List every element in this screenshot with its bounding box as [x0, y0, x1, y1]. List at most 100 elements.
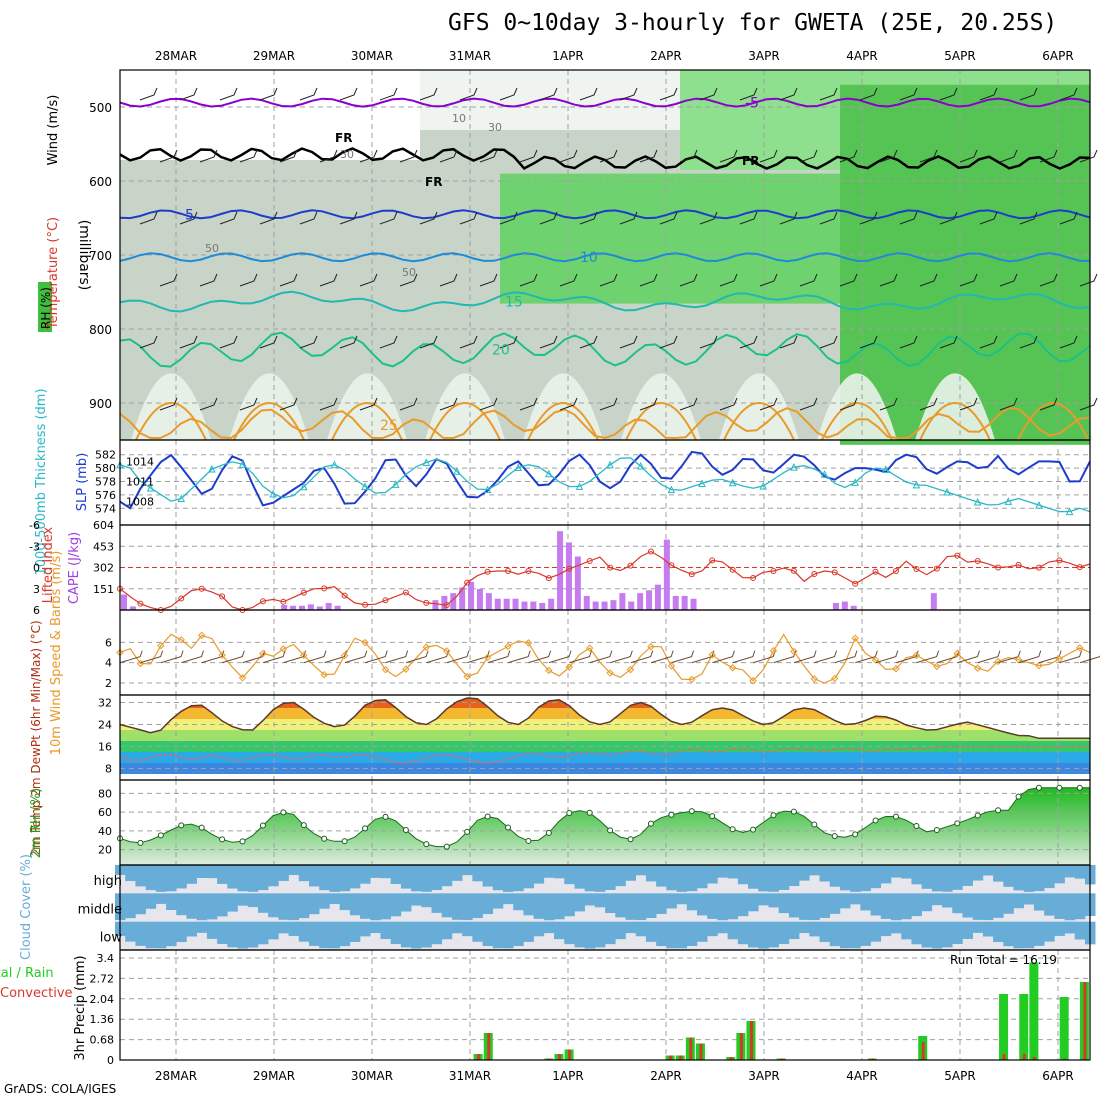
- wind-barb: [259, 87, 278, 101]
- surface-wind-barb: [528, 650, 552, 664]
- surface-wind-barb: [834, 650, 858, 664]
- rh-low-bump: [425, 373, 505, 440]
- cloud-bar: [768, 921, 779, 948]
- surface-wind-barb: [1059, 650, 1083, 664]
- thickness-point: [330, 460, 339, 469]
- isotherm-25-bump: [1017, 402, 1089, 441]
- surface-wind-barb: [283, 650, 307, 664]
- date-label-bottom: 30MAR: [351, 1069, 393, 1083]
- cloud-bar: [788, 893, 800, 918]
- li-point: [1035, 564, 1042, 571]
- cloud-bar: [666, 921, 677, 949]
- wind-barb: [299, 87, 318, 101]
- cape-bar: [637, 593, 644, 610]
- rh-legend-label: RH (%): [39, 287, 53, 329]
- cloud-bar: [1044, 865, 1055, 889]
- cloud-bar: [492, 921, 504, 949]
- wind-barb: [639, 397, 658, 411]
- cloud-bar: [860, 893, 871, 911]
- cloud-bar: [574, 893, 585, 912]
- cloud-bar: [676, 865, 688, 892]
- cloud-bar: [748, 921, 759, 948]
- wind-speed-point: [851, 634, 859, 642]
- wind-barb: [419, 335, 438, 349]
- cloud-bar: [145, 893, 157, 909]
- cloud-bar: [431, 921, 443, 945]
- cloud-bar: [737, 865, 749, 885]
- precip-axis-label: 3hr Precip (mm): [73, 955, 88, 1060]
- wind-barb: [1019, 211, 1038, 225]
- cloud-bar: [839, 865, 851, 891]
- rh-point: [586, 809, 593, 816]
- temp-axis-label: 2m Temp 2m DewPt (6hr Min/Max) (°C): [29, 620, 43, 855]
- temp-color-band: [120, 730, 1090, 741]
- thickness-point: [146, 483, 155, 492]
- thickness-point: [667, 485, 676, 494]
- wind-barb: [879, 273, 898, 287]
- wind-speed-point: [320, 670, 328, 679]
- rh-point: [259, 822, 266, 829]
- cloud-bar: [145, 921, 157, 949]
- cloud-bar: [880, 893, 892, 919]
- wind-speed-point: [402, 665, 410, 673]
- cloud-bar: [748, 893, 759, 912]
- precip-convective-bar: [749, 1021, 753, 1060]
- wind-barb: [999, 273, 1018, 287]
- wind-barb: [839, 273, 858, 287]
- wind-barb: [939, 87, 958, 101]
- rh-low-bump: [621, 373, 701, 440]
- surface-wind-barb: [446, 650, 470, 664]
- rh-point: [157, 832, 164, 839]
- rh-point: [198, 824, 205, 831]
- wind-barb: [459, 87, 478, 101]
- cloud-bar: [298, 893, 310, 919]
- precip-convective-bar: [1032, 1057, 1036, 1060]
- wind-barb: [1079, 149, 1098, 163]
- wind-barb: [339, 211, 358, 225]
- precip-total-bar: [1029, 962, 1039, 1060]
- wind-barb: [799, 149, 818, 163]
- cloud-bar: [135, 893, 146, 915]
- cape-bar: [290, 605, 297, 610]
- li-point: [464, 579, 471, 586]
- thickness-point: [483, 485, 492, 493]
- wind-barb: [579, 211, 598, 225]
- cloud-level-label: low: [100, 931, 123, 946]
- temp-tick-label: 24: [98, 719, 112, 732]
- cape-bar: [850, 605, 857, 610]
- wind-barb: [379, 211, 398, 225]
- date-label-top: 5APR: [944, 49, 975, 63]
- lifted-index-line: [119, 550, 1091, 611]
- cloud-bar: [217, 893, 228, 917]
- cape-bar: [512, 598, 519, 610]
- isotherm-25-bump: [625, 402, 697, 441]
- cloud-bar: [329, 893, 340, 905]
- wind-barb: [339, 335, 358, 349]
- rh-point: [709, 813, 716, 820]
- precip-convective-bar: [1083, 982, 1087, 1060]
- cloud-bar: [829, 893, 841, 914]
- rh-legend-swatch: [38, 282, 52, 332]
- wind-barb: [739, 87, 758, 101]
- wind-barb: [939, 211, 958, 225]
- cloud-bar: [257, 921, 269, 945]
- surface-wind-barb: [814, 650, 838, 664]
- cloud-bar: [758, 893, 769, 906]
- cloud-bar: [870, 865, 882, 889]
- li-point: [974, 557, 981, 564]
- wind-barb: [719, 273, 738, 287]
- cloud-bar: [1023, 921, 1035, 949]
- cloud-bar: [166, 865, 177, 892]
- cloud-bar: [339, 865, 351, 892]
- cape-bar: [485, 593, 492, 610]
- cloud-bar: [268, 893, 279, 918]
- wind-speed-point: [749, 677, 757, 685]
- date-label-bottom: 31MAR: [449, 1069, 491, 1083]
- cape-bar: [619, 593, 626, 610]
- cloud-bar: [1033, 865, 1045, 892]
- li-point: [893, 568, 899, 575]
- thickness-tick-label: 576: [95, 489, 116, 502]
- cloud-bar: [503, 865, 514, 892]
- wind-speed-point: [790, 647, 798, 656]
- surface-wind-barb: [263, 650, 286, 664]
